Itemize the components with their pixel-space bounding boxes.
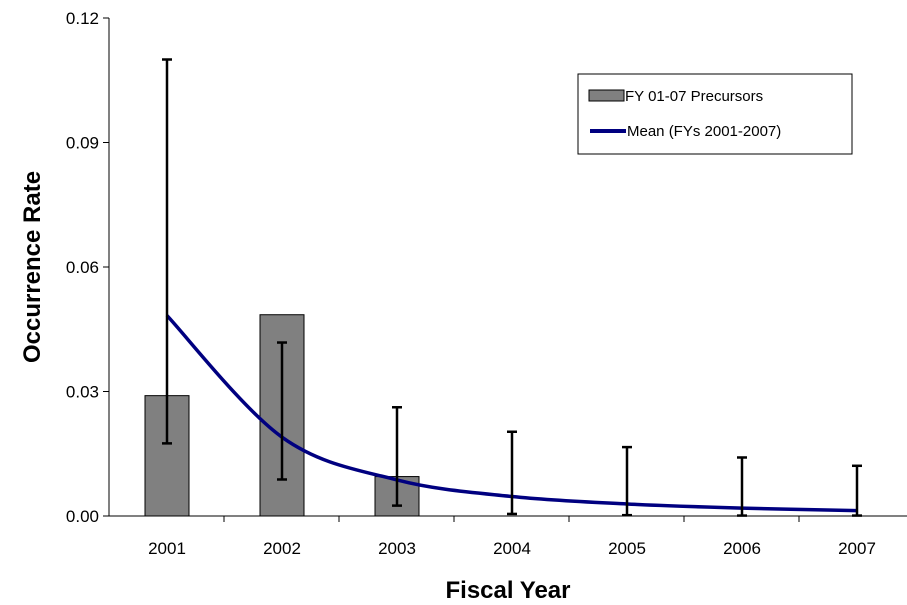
error-bar-2001 [162, 58, 172, 445]
legend-bar-swatch [588, 89, 625, 102]
y-tick-label: 0.03 [66, 383, 99, 402]
x-tick-label-2003: 2003 [378, 539, 416, 558]
y-tick-label: 0.09 [66, 134, 99, 153]
x-tick-label-2002: 2002 [263, 539, 301, 558]
error-bar-2005 [622, 445, 632, 517]
error-bar-2007 [852, 464, 862, 517]
error-bar-2002 [277, 341, 287, 481]
legend-box [577, 73, 853, 155]
x-tick-label-2005: 2005 [608, 539, 646, 558]
legend-label-mean: Mean (FYs 2001-2007) [627, 123, 781, 140]
x-axis-title: Fiscal Year [446, 577, 571, 604]
x-tick-label-2007: 2007 [838, 539, 876, 558]
y-tick-label: 0.00 [66, 507, 99, 526]
x-tick-label-2006: 2006 [723, 539, 761, 558]
legend-label-bars: FY 01-07 Precursors [625, 88, 763, 105]
plot-area: 0.00 0.03 0.06 0.09 0.12 2001 2002 2003 2004 2005… [66, 9, 907, 558]
x-tick-label-2001: 2001 [148, 539, 186, 558]
y-tick-label: 0.06 [66, 258, 99, 277]
y-axis-title: Occurrence Rate [19, 171, 46, 363]
y-tick-label: 0.12 [66, 9, 99, 28]
x-tick-label-2004: 2004 [493, 539, 531, 558]
error-bar-2003 [392, 406, 402, 507]
error-bar-2004 [507, 430, 517, 516]
legend: FY 01-07 Precursors Mean (FYs 2001-2007) [577, 73, 853, 155]
